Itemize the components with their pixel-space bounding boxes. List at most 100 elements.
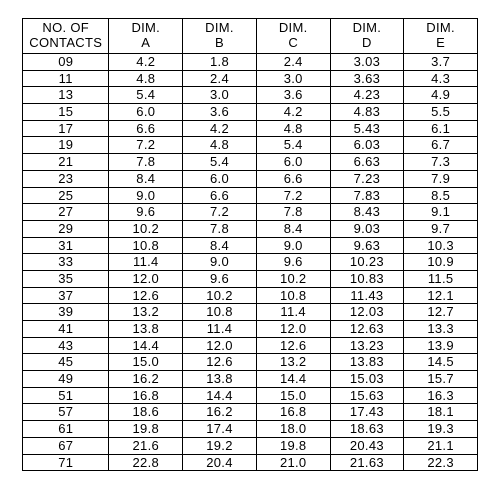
cell-dim: 9.63: [330, 237, 404, 254]
cell-dim: 22.8: [109, 454, 183, 471]
table-row: 259.06.67.27.838.5: [23, 187, 478, 204]
cell-dim: 7.8: [183, 220, 257, 237]
cell-dim: 7.83: [330, 187, 404, 204]
cell-dim: 12.6: [183, 354, 257, 371]
cell-dim: 16.2: [109, 371, 183, 388]
cell-dim: 14.5: [404, 354, 478, 371]
cell-contacts: 25: [23, 187, 109, 204]
cell-dim: 12.6: [256, 337, 330, 354]
table-row: 5116.814.415.015.6316.3: [23, 387, 478, 404]
cell-dim: 4.23: [330, 87, 404, 104]
table-row: 4314.412.012.613.2313.9: [23, 337, 478, 354]
column-header-line2: CONTACTS: [23, 36, 108, 51]
cell-dim: 7.3: [404, 154, 478, 171]
cell-dim: 8.43: [330, 204, 404, 221]
table-row: 4916.213.814.415.0315.7: [23, 371, 478, 388]
cell-dim: 4.8: [256, 120, 330, 137]
cell-dim: 9.03: [330, 220, 404, 237]
cell-contacts: 09: [23, 54, 109, 71]
cell-dim: 13.9: [404, 337, 478, 354]
cell-dim: 7.8: [256, 204, 330, 221]
cell-dim: 13.2: [256, 354, 330, 371]
cell-dim: 22.3: [404, 454, 478, 471]
cell-dim: 9.0: [183, 254, 257, 271]
column-header-line1: DIM.: [109, 21, 182, 36]
cell-contacts: 17: [23, 120, 109, 137]
cell-dim: 16.2: [183, 404, 257, 421]
cell-dim: 13.8: [109, 321, 183, 338]
cell-dim: 19.8: [256, 437, 330, 454]
cell-contacts: 37: [23, 287, 109, 304]
column-header-line2: C: [257, 36, 330, 51]
cell-dim: 16.3: [404, 387, 478, 404]
table-row: 279.67.27.88.439.1: [23, 204, 478, 221]
column-header-line2: D: [331, 36, 404, 51]
column-header-line1: DIM.: [257, 21, 330, 36]
cell-dim: 6.03: [330, 137, 404, 154]
cell-contacts: 41: [23, 321, 109, 338]
cell-dim: 11.4: [183, 321, 257, 338]
cell-dim: 9.6: [256, 254, 330, 271]
table-row: 3512.09.610.210.8311.5: [23, 270, 478, 287]
table-row: 3311.49.09.610.2310.9: [23, 254, 478, 271]
cell-dim: 2.4: [183, 70, 257, 87]
cell-dim: 21.63: [330, 454, 404, 471]
cell-dim: 12.0: [183, 337, 257, 354]
cell-dim: 12.03: [330, 304, 404, 321]
table-container: NO. OFCONTACTSDIM.ADIM.BDIM.CDIM.DDIM.E …: [0, 0, 500, 489]
cell-dim: 19.8: [109, 421, 183, 438]
cell-dim: 14.4: [183, 387, 257, 404]
cell-dim: 5.5: [404, 104, 478, 121]
cell-dim: 12.1: [404, 287, 478, 304]
table-row: 6721.619.219.820.4321.1: [23, 437, 478, 454]
cell-dim: 3.6: [183, 104, 257, 121]
cell-contacts: 23: [23, 170, 109, 187]
cell-dim: 8.5: [404, 187, 478, 204]
cell-contacts: 61: [23, 421, 109, 438]
table-body: 094.21.82.43.033.7114.82.43.03.634.3135.…: [23, 54, 478, 471]
cell-contacts: 21: [23, 154, 109, 171]
cell-dim: 11.4: [109, 254, 183, 271]
column-header-line1: DIM.: [331, 21, 404, 36]
cell-dim: 16.8: [256, 404, 330, 421]
cell-contacts: 39: [23, 304, 109, 321]
table-row: 217.85.46.06.637.3: [23, 154, 478, 171]
column-header-dim_e: DIM.E: [404, 19, 478, 54]
column-header-line1: DIM.: [183, 21, 256, 36]
cell-dim: 11.5: [404, 270, 478, 287]
cell-dim: 10.83: [330, 270, 404, 287]
cell-dim: 20.4: [183, 454, 257, 471]
cell-dim: 9.6: [183, 270, 257, 287]
table-row: 4515.012.613.213.8314.5: [23, 354, 478, 371]
cell-dim: 3.0: [256, 70, 330, 87]
table-row: 7122.820.421.021.6322.3: [23, 454, 478, 471]
cell-contacts: 45: [23, 354, 109, 371]
cell-dim: 12.6: [109, 287, 183, 304]
table-row: 094.21.82.43.033.7: [23, 54, 478, 71]
cell-dim: 6.0: [183, 170, 257, 187]
cell-dim: 4.2: [256, 104, 330, 121]
cell-dim: 8.4: [183, 237, 257, 254]
cell-dim: 4.3: [404, 70, 478, 87]
cell-dim: 4.2: [109, 54, 183, 71]
dimensions-table: NO. OFCONTACTSDIM.ADIM.BDIM.CDIM.DDIM.E …: [22, 18, 478, 471]
cell-dim: 7.8: [109, 154, 183, 171]
column-header-dim_d: DIM.D: [330, 19, 404, 54]
column-header-line2: B: [183, 36, 256, 51]
cell-dim: 8.4: [109, 170, 183, 187]
cell-dim: 9.1: [404, 204, 478, 221]
cell-contacts: 27: [23, 204, 109, 221]
cell-dim: 15.63: [330, 387, 404, 404]
cell-dim: 4.9: [404, 87, 478, 104]
cell-dim: 7.2: [256, 187, 330, 204]
cell-dim: 7.2: [109, 137, 183, 154]
cell-dim: 13.23: [330, 337, 404, 354]
cell-dim: 10.8: [109, 237, 183, 254]
column-header-line1: NO. OF: [23, 21, 108, 36]
cell-dim: 9.6: [109, 204, 183, 221]
cell-dim: 15.03: [330, 371, 404, 388]
cell-dim: 8.4: [256, 220, 330, 237]
cell-dim: 20.43: [330, 437, 404, 454]
cell-dim: 12.63: [330, 321, 404, 338]
cell-contacts: 33: [23, 254, 109, 271]
